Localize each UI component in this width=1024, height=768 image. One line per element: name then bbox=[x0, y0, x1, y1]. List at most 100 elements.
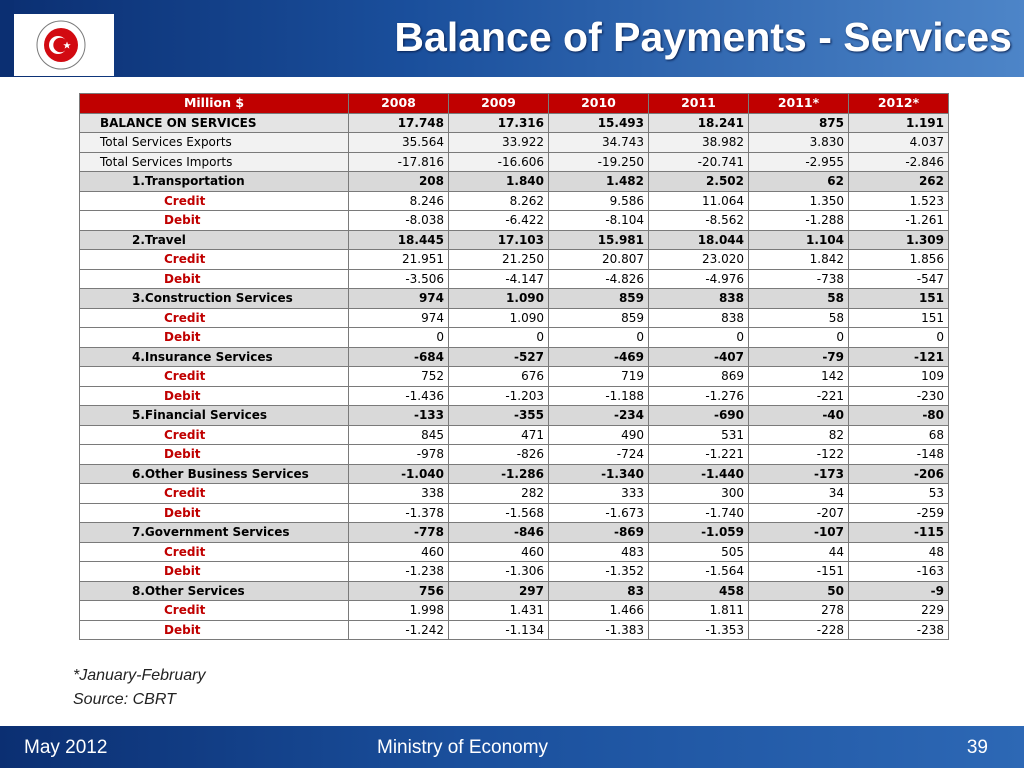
table-cell: -547 bbox=[848, 268, 949, 289]
row-label: Credit bbox=[79, 190, 349, 211]
table-cell: 62 bbox=[748, 171, 849, 192]
table-cell: -133 bbox=[348, 405, 449, 426]
table-cell: 490 bbox=[548, 424, 649, 445]
table-cell: -4.147 bbox=[448, 268, 549, 289]
table-cell: -1.740 bbox=[648, 502, 749, 523]
table-cell: -527 bbox=[448, 346, 549, 367]
table-cell: -1.673 bbox=[548, 502, 649, 523]
table-row: 1.Transportation 208 1.840 1.482 2.502 62 262 bbox=[79, 171, 949, 192]
table-cell: -1.188 bbox=[548, 385, 649, 406]
table-cell: 1.811 bbox=[648, 600, 749, 621]
row-label: 1.Transportation bbox=[79, 171, 349, 192]
table-row: Debit -1.242 -1.134 -1.383 -1.353 -228 -238 bbox=[79, 619, 949, 640]
table-cell: 1.104 bbox=[748, 229, 849, 250]
table-row: Debit 0 0 0 0 0 0 bbox=[79, 327, 949, 348]
table-cell: 2.502 bbox=[648, 171, 749, 192]
table-cell: 82 bbox=[748, 424, 849, 445]
table-cell: 838 bbox=[648, 288, 749, 309]
table-row: Credit 21.951 21.250 20.807 23.020 1.842 1.856 bbox=[79, 249, 949, 270]
table-row: Credit 845 471 490 531 82 68 bbox=[79, 424, 949, 445]
row-label: Debit bbox=[79, 210, 349, 231]
table-cell: 21.951 bbox=[348, 249, 449, 270]
table-cell: 845 bbox=[348, 424, 449, 445]
row-label: Debit bbox=[79, 561, 349, 582]
table-cell: -122 bbox=[748, 444, 849, 465]
row-label: Debit bbox=[79, 444, 349, 465]
table-cell: -1.040 bbox=[348, 463, 449, 484]
table-cell: 1.523 bbox=[848, 190, 949, 211]
table-cell: 531 bbox=[648, 424, 749, 445]
table-cell: -20.741 bbox=[648, 151, 749, 172]
table-cell: 15.493 bbox=[548, 112, 649, 133]
services-table-container: Million $ 2008 2009 2010 2011 2011* 2012… bbox=[79, 93, 949, 640]
table-cell: 15.981 bbox=[548, 229, 649, 250]
table-cell: -1.564 bbox=[648, 561, 749, 582]
table-cell: -469 bbox=[548, 346, 649, 367]
table-cell: 208 bbox=[348, 171, 449, 192]
table-cell: -221 bbox=[748, 385, 849, 406]
table-cell: -407 bbox=[648, 346, 749, 367]
table-row: BALANCE ON SERVICES 17.748 17.316 15.493 18.… bbox=[79, 112, 949, 133]
table-cell: -3.506 bbox=[348, 268, 449, 289]
table-row: Total Services Imports -17.816 -16.606 -19.… bbox=[79, 151, 949, 172]
table-notes: *January-February Source: CBRT bbox=[73, 664, 206, 712]
table-cell: 3.830 bbox=[748, 132, 849, 153]
table-cell: -1.383 bbox=[548, 619, 649, 640]
table-cell: -846 bbox=[448, 522, 549, 543]
table-row: 3.Construction Services 974 1.090 859 838 58 1… bbox=[79, 288, 949, 309]
table-cell: -1.238 bbox=[348, 561, 449, 582]
table-cell: 1.090 bbox=[448, 307, 549, 328]
table-cell: 9.586 bbox=[548, 190, 649, 211]
table-cell: 58 bbox=[748, 288, 849, 309]
table-cell: 282 bbox=[448, 483, 549, 504]
table-row: Debit -1.378 -1.568 -1.673 -1.740 -207 -259 bbox=[79, 502, 949, 523]
table-cell: 262 bbox=[848, 171, 949, 192]
table-cell: 333 bbox=[548, 483, 649, 504]
table-cell: -206 bbox=[848, 463, 949, 484]
row-label: Credit bbox=[79, 249, 349, 270]
table-cell: -40 bbox=[748, 405, 849, 426]
table-cell: -230 bbox=[848, 385, 949, 406]
header-left-band bbox=[0, 0, 14, 77]
row-label: Total Services Exports bbox=[79, 132, 349, 153]
table-cell: -173 bbox=[748, 463, 849, 484]
table-cell: -1.221 bbox=[648, 444, 749, 465]
table-cell: 875 bbox=[748, 112, 849, 133]
table-cell: 1.350 bbox=[748, 190, 849, 211]
row-label: 8.Other Services bbox=[79, 580, 349, 601]
table-cell: -355 bbox=[448, 405, 549, 426]
table-cell: -4.976 bbox=[648, 268, 749, 289]
services-table: Million $ 2008 2009 2010 2011 2011* 2012… bbox=[79, 93, 949, 640]
table-row: Credit 8.246 8.262 9.586 11.064 1.350 1.523 bbox=[79, 190, 949, 211]
table-cell: 8.246 bbox=[348, 190, 449, 211]
table-cell: -121 bbox=[848, 346, 949, 367]
table-cell: 1.998 bbox=[348, 600, 449, 621]
table-row: Credit 974 1.090 859 838 58 151 bbox=[79, 307, 949, 328]
table-cell: 460 bbox=[348, 541, 449, 562]
table-cell: 4.037 bbox=[848, 132, 949, 153]
table-cell: -690 bbox=[648, 405, 749, 426]
table-cell: 338 bbox=[348, 483, 449, 504]
table-cell: -826 bbox=[448, 444, 549, 465]
table-cell: 17.103 bbox=[448, 229, 549, 250]
table-cell: 859 bbox=[548, 307, 649, 328]
table-cell: 1.309 bbox=[848, 229, 949, 250]
row-label: Debit bbox=[79, 268, 349, 289]
table-cell: -148 bbox=[848, 444, 949, 465]
table-cell: -1.261 bbox=[848, 210, 949, 231]
table-cell: 460 bbox=[448, 541, 549, 562]
table-cell: 11.064 bbox=[648, 190, 749, 211]
table-cell: -151 bbox=[748, 561, 849, 582]
table-cell: -80 bbox=[848, 405, 949, 426]
table-cell: 8.262 bbox=[448, 190, 549, 211]
table-cell: -16.606 bbox=[448, 151, 549, 172]
slide-footer: May 2012 Ministry of Economy 39 bbox=[0, 726, 1024, 768]
table-row: Credit 752 676 719 869 142 109 bbox=[79, 366, 949, 387]
table-cell: -107 bbox=[748, 522, 849, 543]
column-header: Million $ bbox=[79, 93, 349, 114]
table-cell: 1.856 bbox=[848, 249, 949, 270]
row-label: Debit bbox=[79, 619, 349, 640]
row-label: 3.Construction Services bbox=[79, 288, 349, 309]
table-cell: 1.431 bbox=[448, 600, 549, 621]
table-cell: 109 bbox=[848, 366, 949, 387]
